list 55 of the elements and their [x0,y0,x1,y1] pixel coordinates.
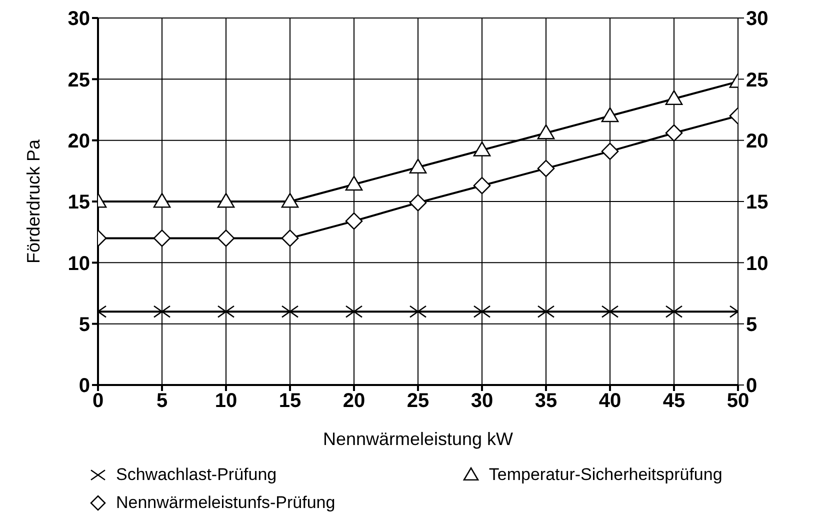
y2-tick-label: 25 [746,69,768,92]
x-tick-label: 45 [662,390,686,412]
point [537,160,555,178]
y-tick-label: 30 [68,8,90,30]
y-tick-label: 5 [78,314,90,336]
point [153,305,171,318]
x-tick-label: 50 [726,390,750,412]
x-tick-label: 35 [534,390,558,412]
point [473,305,491,318]
point [473,141,491,156]
point [345,305,363,318]
point [409,158,427,174]
y-tick-label: 20 [68,130,90,152]
y-tick-label: 25 [68,69,90,92]
point [601,107,619,122]
y2-tick-label: 10 [746,252,768,275]
point [217,192,235,208]
point [217,230,235,247]
point [665,305,683,318]
y-tick-label: 0 [78,375,90,398]
x-tick-label: 40 [598,390,622,412]
x-tick-label: 10 [214,390,238,412]
x-tick-label: 5 [156,390,168,412]
point [409,305,427,318]
point [153,230,171,247]
y2-tick-label: 5 [746,314,758,336]
point [345,212,363,230]
x-tick-label: 15 [278,390,302,412]
point [601,305,619,318]
point [153,192,171,208]
point [281,192,299,208]
y-tick-label: 10 [68,252,90,275]
point [537,124,555,140]
y2-tick-label: 30 [746,8,768,30]
y2-tick-label: 20 [746,130,768,152]
point [217,305,235,318]
point [665,90,683,105]
legend-label: Temperatur-Sicherheitsprüfung [488,465,722,485]
point [345,176,363,191]
point [281,305,299,318]
y-tick-label: 15 [68,192,90,214]
point [473,176,491,194]
x-tick-label: 25 [406,390,430,412]
x-tick-label: 20 [342,390,366,412]
point [537,305,555,318]
y2-tick-label: 15 [746,192,768,214]
legend-label: Nennwärmeleistunfs-Prüfung [116,493,336,513]
x-axis-title: Nennwärmeleistung kW [322,429,514,449]
point [601,142,619,160]
point [409,194,427,212]
y-axis-title: Förderdruck Pa [23,138,44,264]
point [665,124,683,142]
x-tick-label: 30 [470,390,494,412]
point [281,230,299,247]
legend-label: Schwachlast-Prüfung [116,465,277,485]
